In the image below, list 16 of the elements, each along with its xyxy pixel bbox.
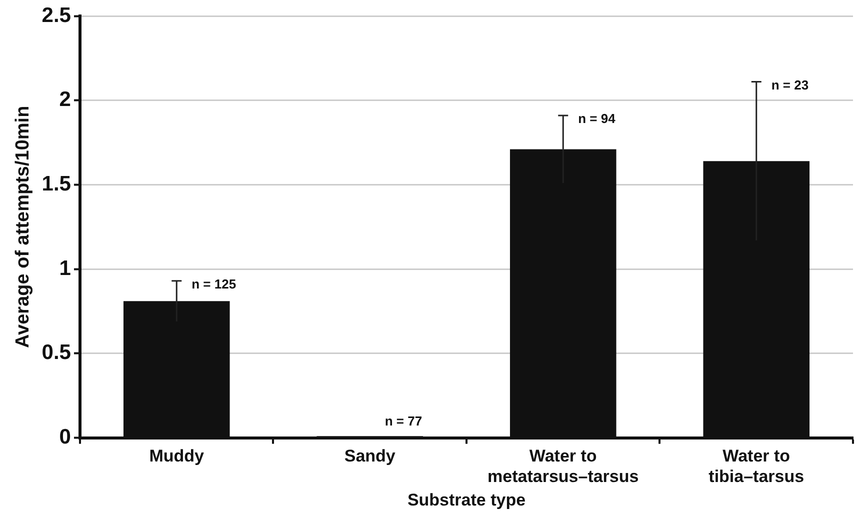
y-tick-label: 1 xyxy=(59,256,72,280)
x-tick-label: Muddy xyxy=(149,446,205,466)
annotation: n = 23 xyxy=(771,77,809,92)
x-tick-label: Water to tibia–tarsus xyxy=(708,446,804,486)
y-tick-label: 1.5 xyxy=(42,172,72,196)
x-tick-label: Water to metatarsus–tarsus xyxy=(488,446,639,486)
annotation: n = 125 xyxy=(192,276,236,292)
x-axis-title: Substrate type xyxy=(407,490,526,510)
x-tick-label: Sandy xyxy=(344,446,396,466)
y-tick-label: 0 xyxy=(59,426,71,449)
y-tick-label: 2.5 xyxy=(42,4,72,27)
annotation: n = 77 xyxy=(384,414,422,429)
annotation: n = 94 xyxy=(578,111,616,126)
y-tick-label: 2 xyxy=(59,88,71,112)
y-tick-label: 0.5 xyxy=(42,341,72,364)
y-axis-title: Average of attempts/10min xyxy=(12,106,34,348)
